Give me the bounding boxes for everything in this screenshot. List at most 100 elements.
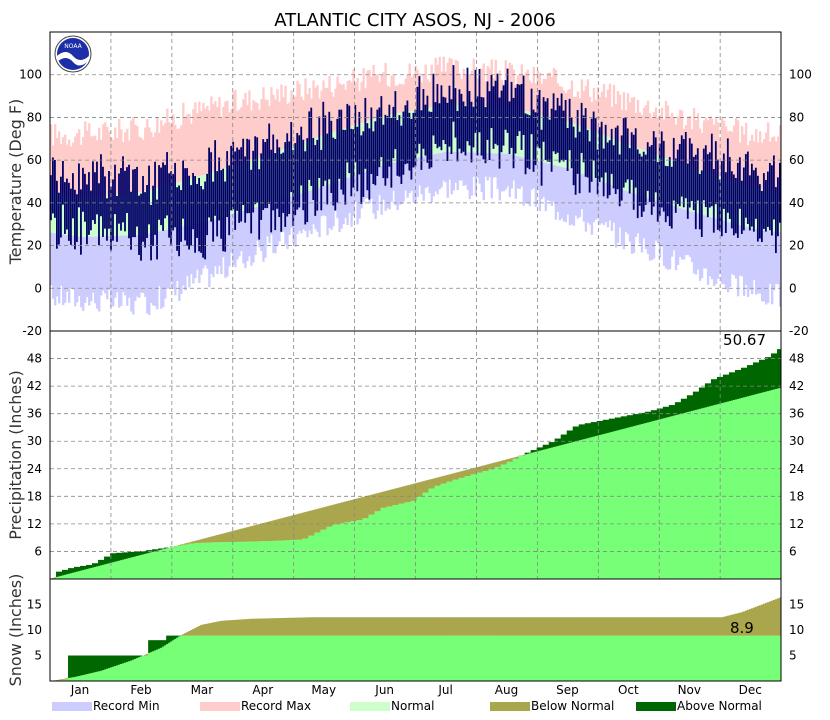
observed-bar xyxy=(274,153,277,231)
observed-bar xyxy=(130,191,132,250)
precip-above-bar xyxy=(690,395,694,411)
precip-normal-bar xyxy=(368,514,371,579)
precip-normal-bar xyxy=(650,421,654,579)
record-min-bar xyxy=(318,187,321,238)
snow-below-bar xyxy=(496,617,499,636)
record-min-bar xyxy=(346,177,349,225)
record-min-bar xyxy=(136,235,139,297)
observed-bar xyxy=(62,160,64,205)
precip-normal-bar xyxy=(258,541,261,579)
snow-below-bar xyxy=(384,617,387,636)
snow-normal-bar xyxy=(454,635,457,681)
observed-bar xyxy=(374,121,377,186)
precip-normal-bar xyxy=(204,542,207,579)
record-max-bar xyxy=(408,63,411,112)
snow-normal-bar xyxy=(128,661,131,681)
record-min-bar xyxy=(766,230,770,303)
observed-bar xyxy=(746,151,749,224)
precip-normal-bar xyxy=(62,575,65,579)
record-max-bar xyxy=(498,70,501,107)
observed-bar xyxy=(362,131,365,197)
record-min-bar xyxy=(524,158,528,204)
snow-normal-bar xyxy=(358,635,361,681)
precip-normal-bar xyxy=(710,405,714,579)
precip-above-bar xyxy=(106,556,109,564)
precip-normal-bar xyxy=(160,549,163,579)
record-min-bar xyxy=(148,233,151,316)
record-min-bar xyxy=(720,220,724,284)
snow-normal-bar xyxy=(310,635,313,681)
legend-label: Above Normal xyxy=(677,699,762,713)
observed-bar xyxy=(430,111,433,168)
precip-normal-bar xyxy=(418,496,421,579)
precip-ytick-left: 42 xyxy=(27,379,42,393)
snow-below-bar xyxy=(422,617,425,636)
precip-above-bar xyxy=(752,362,756,395)
snow-normal-bar xyxy=(200,635,203,681)
record-min-bar xyxy=(90,236,93,302)
precip-normal-bar xyxy=(494,467,497,579)
precip-above-bar xyxy=(576,426,580,441)
snow-normal-bar xyxy=(238,635,241,681)
snow-above-bar xyxy=(176,635,179,638)
snow-below-bar xyxy=(240,619,243,636)
record-max-bar xyxy=(160,120,163,187)
normal-bar xyxy=(126,193,129,236)
precip-normal-bar xyxy=(500,464,503,579)
observed-bar xyxy=(754,167,757,219)
precip-below-bar xyxy=(350,499,353,522)
precip-normal-bar xyxy=(92,567,95,579)
legend-swatch xyxy=(350,702,390,711)
snow-normal-bar xyxy=(188,635,191,681)
snow-below-bar xyxy=(330,617,333,636)
record-max-bar xyxy=(402,84,405,113)
precip-below-bar xyxy=(440,476,443,484)
precip-below-bar xyxy=(340,502,343,524)
observed-bar xyxy=(416,86,419,154)
observed-bar xyxy=(674,158,677,213)
observed-bar xyxy=(388,104,391,167)
precip-normal-bar xyxy=(544,449,548,579)
precip-normal-bar xyxy=(294,539,297,579)
snow-normal-bar xyxy=(308,635,311,681)
record-max-bar xyxy=(98,127,101,197)
snow-above-bar xyxy=(110,655,113,668)
record-max-bar xyxy=(594,99,598,133)
snow-normal-bar xyxy=(390,635,393,681)
snow-normal-bar xyxy=(178,636,181,681)
record-min-bar xyxy=(338,180,341,232)
record-min-bar xyxy=(64,234,67,303)
snow-below-bar xyxy=(444,617,447,636)
snow-below-bar xyxy=(306,617,309,636)
precip-below-bar xyxy=(454,472,457,480)
precip-normal-bar xyxy=(594,436,598,579)
precip-normal-bar xyxy=(284,540,287,579)
snow-below-bar xyxy=(692,617,696,636)
observed-bar xyxy=(700,170,703,237)
precip-normal-bar xyxy=(586,438,590,579)
snow-above-bar xyxy=(114,655,117,667)
precip-normal-bar xyxy=(80,570,83,579)
snow-below-bar xyxy=(430,617,433,636)
observed-bar xyxy=(596,149,599,195)
snow-below-bar xyxy=(428,617,431,636)
observed-bar xyxy=(58,192,60,245)
record-min-bar xyxy=(532,160,536,189)
snow-below-bar xyxy=(184,633,187,636)
month-label: Dec xyxy=(739,683,762,697)
precip-normal-bar xyxy=(546,448,550,579)
snow-normal-bar xyxy=(640,635,644,681)
record-max-bar xyxy=(208,110,211,174)
observed-bar xyxy=(154,161,156,235)
snow-below-bar xyxy=(520,617,523,636)
normal-bar xyxy=(100,196,103,237)
precip-above-bar xyxy=(610,418,614,432)
precip-normal-bar xyxy=(198,543,201,579)
snow-below-bar xyxy=(216,621,219,636)
snow-normal-bar xyxy=(762,635,766,681)
snow-normal-bar xyxy=(474,635,477,681)
observed-bar xyxy=(272,134,275,211)
precip-below-bar xyxy=(478,466,481,473)
record-min-bar xyxy=(66,235,69,292)
record-min-bar xyxy=(80,236,83,308)
